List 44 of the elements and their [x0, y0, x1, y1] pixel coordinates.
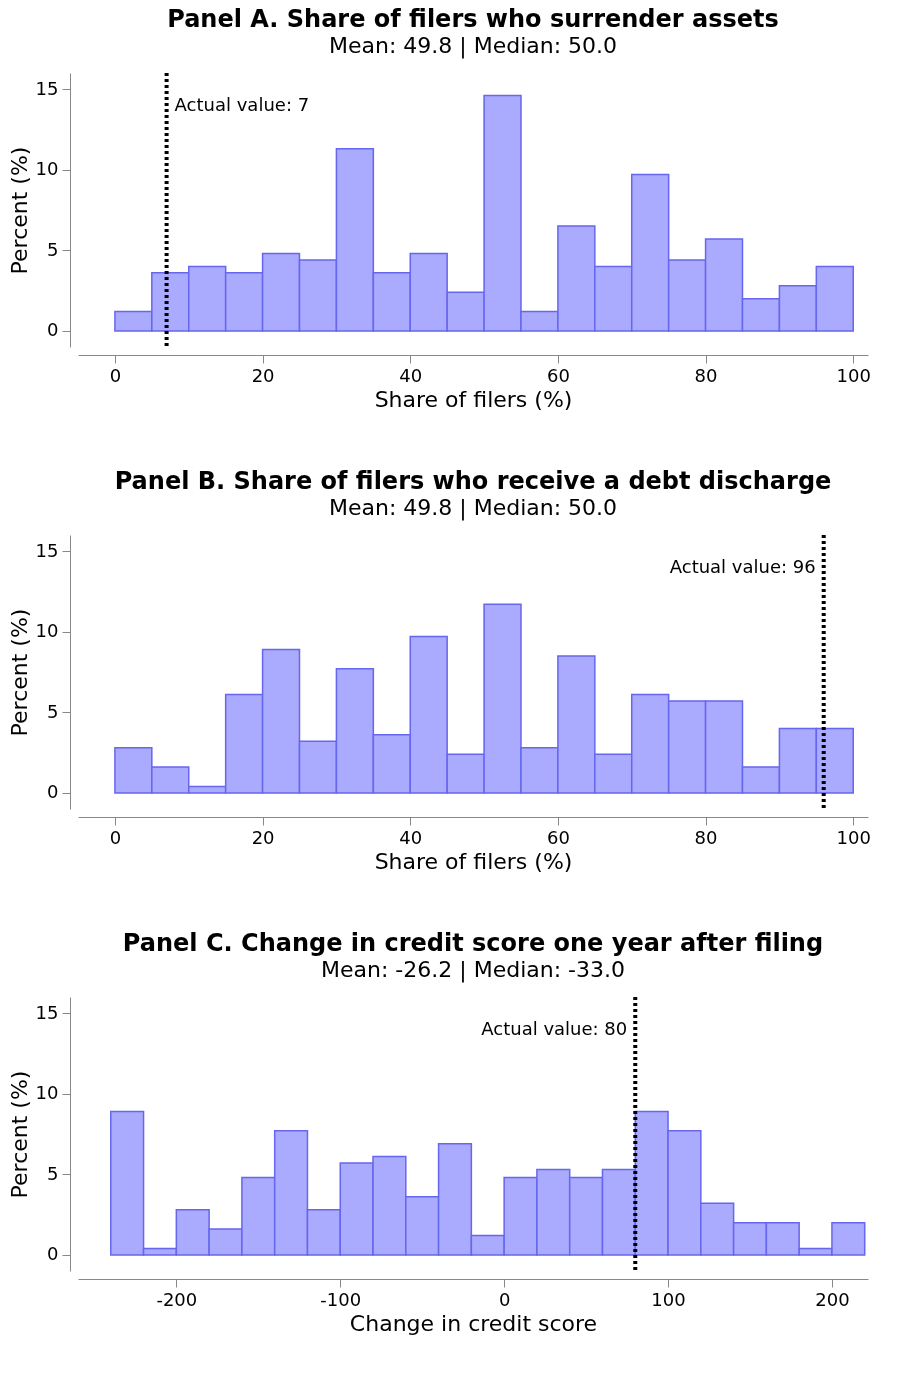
y-axis-title: Percent (%) — [6, 608, 32, 737]
chart-title: Panel A. Share of filers who surrender assets — [167, 5, 779, 33]
x-tick-label: 100 — [651, 1288, 686, 1310]
x-tick-label: 0 — [109, 364, 122, 386]
x-tick-label: 80 — [694, 364, 718, 386]
x-tick-label: 0 — [109, 826, 122, 848]
y-axis-title: Percent (%) — [6, 146, 32, 275]
chart-subtitle: Mean: 49.8 | Median: 50.0 — [328, 33, 618, 59]
x-tick-label: 60 — [546, 364, 570, 386]
y-tick-label: 5 — [47, 700, 59, 722]
y-tick-label: 10 — [35, 1082, 59, 1104]
x-tick-label: 80 — [694, 826, 718, 848]
x-tick-label: 100 — [836, 364, 871, 386]
ref-line-label: Actual value: 7 — [174, 93, 310, 115]
y-tick-label: 15 — [35, 77, 59, 99]
y-tick-label: 5 — [47, 1162, 59, 1184]
x-axis-title: Change in credit score — [349, 1310, 598, 1336]
x-tick-label: -100 — [320, 1288, 362, 1310]
x-tick-label: 100 — [836, 826, 871, 848]
x-tick-label: 40 — [399, 364, 423, 386]
x-tick-label: 200 — [815, 1288, 850, 1310]
y-tick-label: 15 — [35, 1001, 59, 1023]
x-axis-title: Share of filers (%) — [374, 386, 573, 412]
x-tick-label: 0 — [498, 1288, 511, 1310]
chart-title: Panel C. Change in credit score one year after filing — [122, 929, 824, 957]
y-axis-title: Percent (%) — [6, 1070, 32, 1199]
y-tick-label: 0 — [47, 319, 59, 341]
chart-title: Panel B. Share of filers who receive a debt discharge — [114, 467, 832, 495]
y-tick-label: 15 — [35, 539, 59, 561]
y-tick-label: 10 — [35, 158, 59, 180]
x-axis-title: Share of filers (%) — [374, 848, 573, 874]
y-tick-label: 0 — [47, 781, 59, 803]
ref-line-label: Actual value: 80 — [481, 1017, 628, 1039]
y-tick-label: 10 — [35, 620, 59, 642]
chart-subtitle: Mean: 49.8 | Median: 50.0 — [328, 495, 618, 521]
chart-subtitle: Mean: -26.2 | Median: -33.0 — [320, 957, 626, 983]
x-tick-label: 20 — [251, 364, 275, 386]
x-tick-label: -200 — [156, 1288, 198, 1310]
y-tick-label: 5 — [47, 238, 59, 260]
x-tick-label: 60 — [546, 826, 570, 848]
y-tick-label: 0 — [47, 1243, 59, 1265]
x-tick-label: 20 — [251, 826, 275, 848]
x-tick-label: 40 — [399, 826, 423, 848]
ref-line-label: Actual value: 96 — [669, 555, 816, 577]
